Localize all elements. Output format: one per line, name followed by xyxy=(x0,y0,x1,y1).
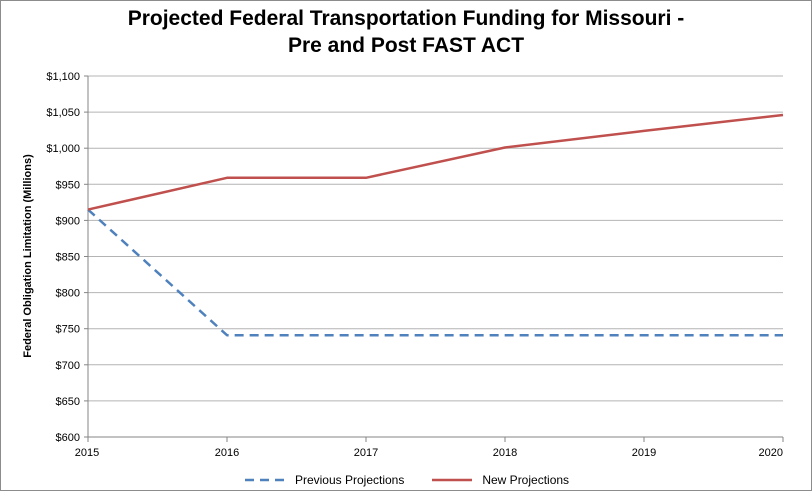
chart-title-line-2: Pre and Post FAST ACT xyxy=(287,34,525,57)
series-line-2 xyxy=(87,113,784,211)
x-tick-label: 2020 xyxy=(759,447,783,459)
y-tick-label: $950 xyxy=(56,179,80,191)
x-tick-label: 2016 xyxy=(215,447,239,459)
series-line-1 xyxy=(87,208,783,337)
x-tick-label: 2018 xyxy=(493,447,517,459)
chart-title-line-1: Projected Federal Transportation Funding… xyxy=(127,7,685,30)
y-tick-label: $750 xyxy=(56,324,80,336)
legend-label-1: Previous Projections xyxy=(294,473,405,487)
legend-item-2: New Projections xyxy=(430,473,569,487)
y-tick-label: $600 xyxy=(56,432,80,444)
chart-title: Projected Federal Transportation Funding… xyxy=(1,5,811,59)
x-tick-label: 2019 xyxy=(632,447,656,459)
x-tick-label: 2017 xyxy=(354,447,378,459)
legend-swatch-2 xyxy=(432,478,473,482)
legend-swatch-1 xyxy=(244,478,285,482)
y-tick-label: $650 xyxy=(56,396,80,408)
line-chart: $600 $650 $700 $750 $800 $850 $900 $950 $1,000 $1… xyxy=(22,71,784,459)
y-tick-labels: $600 $650 $700 $750 $800 $850 $900 $950 $1,000 $1… xyxy=(46,71,80,444)
y-tick-label: $1,000 xyxy=(46,143,80,155)
x-tick-labels: 2015 2016 2017 2018 2019 2020 xyxy=(75,447,783,459)
y-tick-label: $800 xyxy=(56,288,80,300)
y-axis-label: Federal Obligation Limitation (Millions) xyxy=(22,154,34,358)
y-tick-label: $900 xyxy=(56,215,80,227)
y-tick-label: $1,050 xyxy=(46,107,80,119)
y-tick-label: $850 xyxy=(56,252,80,264)
y-tick-label: $700 xyxy=(56,360,80,372)
legend-item-1: Previous Projections xyxy=(243,473,404,487)
series-lines xyxy=(87,113,784,337)
gridlines xyxy=(84,75,784,442)
x-tick-label: 2015 xyxy=(75,447,99,459)
legend-label-2: New Projections xyxy=(482,473,570,487)
y-tick-label: $1,100 xyxy=(46,71,80,83)
chart-legend: Previous Projections New Projections xyxy=(1,473,811,487)
